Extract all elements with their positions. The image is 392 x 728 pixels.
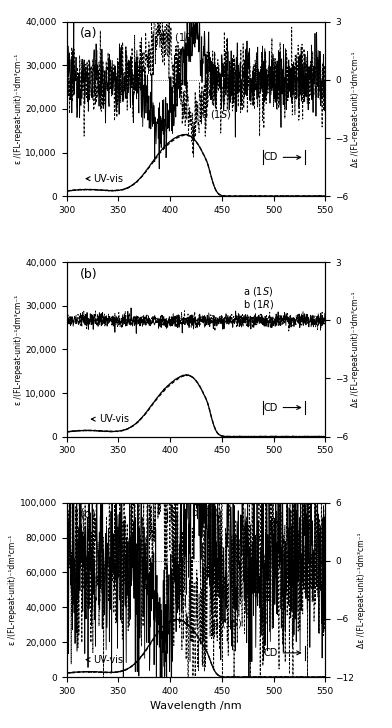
Text: (b): (b)	[80, 267, 97, 280]
X-axis label: Wavelength /nm: Wavelength /nm	[150, 701, 242, 711]
Text: b (1$R$): b (1$R$)	[243, 298, 274, 312]
Text: a (1$S$): a (1$S$)	[201, 108, 231, 122]
Y-axis label: ε /(FL-repeat-unit)⁻¹dm³cm⁻¹: ε /(FL-repeat-unit)⁻¹dm³cm⁻¹	[14, 294, 23, 405]
Text: UV-vis: UV-vis	[86, 654, 123, 665]
Text: (c): (c)	[80, 508, 96, 521]
Text: UV-vis: UV-vis	[91, 414, 129, 424]
Text: UV-vis: UV-vis	[86, 174, 123, 183]
Text: a (1$S$): a (1$S$)	[243, 285, 273, 298]
Y-axis label: ε /(FL-repeat-unit)⁻¹dm³cm⁻¹: ε /(FL-repeat-unit)⁻¹dm³cm⁻¹	[14, 54, 23, 164]
Text: CD: CD	[263, 152, 301, 162]
Text: (a): (a)	[80, 27, 97, 40]
Y-axis label: ε /(FL-repeat-unit)⁻¹dm³cm⁻¹: ε /(FL-repeat-unit)⁻¹dm³cm⁻¹	[8, 535, 17, 645]
Y-axis label: Δε /(FL-repeat-unit)⁻¹dm³cm⁻¹: Δε /(FL-repeat-unit)⁻¹dm³cm⁻¹	[351, 292, 360, 407]
Text: CD: CD	[263, 403, 301, 413]
Text: b (1$R$): b (1$R$)	[165, 31, 196, 44]
Text: CD: CD	[263, 648, 301, 658]
Y-axis label: Δε /(FL-repeat-unit)⁻¹dm³cm⁻¹: Δε /(FL-repeat-unit)⁻¹dm³cm⁻¹	[357, 532, 366, 648]
Y-axis label: Δε /(FL-repeat-unit)⁻¹dm³cm⁻¹: Δε /(FL-repeat-unit)⁻¹dm³cm⁻¹	[351, 51, 360, 167]
Text: b (1$R$): b (1$R$)	[191, 506, 222, 519]
Text: a (1$S$): a (1$S$)	[212, 617, 242, 630]
